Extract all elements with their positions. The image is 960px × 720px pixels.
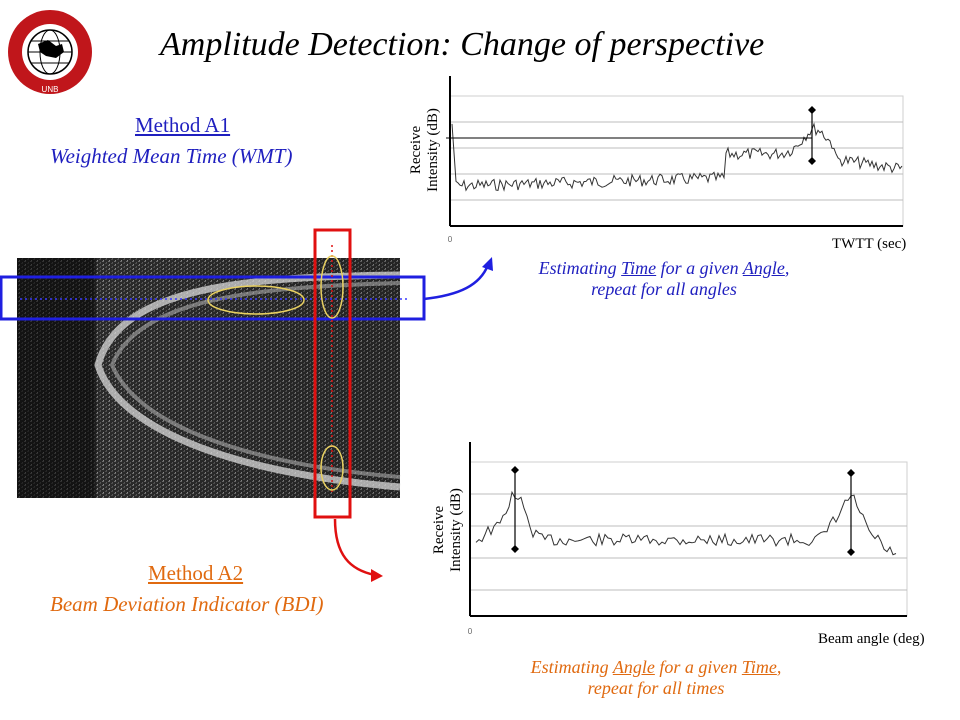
highlight-ellipse <box>320 445 344 491</box>
bottom-chart-origin: 0 <box>468 627 473 636</box>
red-arrow <box>333 518 383 582</box>
bottom-intensity-chart: 0 <box>468 442 908 636</box>
bottom-chart-gridlines <box>470 493 907 591</box>
top-chart-gridlines <box>450 121 903 201</box>
page-title: Amplitude Detection: Change of perspecti… <box>160 26 765 63</box>
top-chart-trace <box>451 122 903 192</box>
bottom-chart-trace <box>475 490 897 556</box>
unb-logo: UNB <box>8 10 92 94</box>
bottom-chart-ylabel: Receive Intensity (dB) <box>431 488 464 572</box>
top-chart-ylabel: Receive Intensity (dB) <box>408 108 441 192</box>
blue-arrow <box>423 257 493 301</box>
bottom-chart-xlabel: Beam angle (deg) <box>818 631 925 647</box>
bottom-chart-caption: Estimating Angle for a given Time, repea… <box>530 657 782 698</box>
top-chart-xlabel: TWTT (sec) <box>832 236 907 252</box>
logo-bottom-text: UNB <box>42 85 59 94</box>
time-slice-box <box>313 228 352 519</box>
method-a2-title: Method A2 <box>148 561 244 585</box>
highlight-ellipse <box>320 255 344 319</box>
method-a2-subtitle: Beam Deviation Indicator (BDI) <box>50 592 324 616</box>
method-a1-subtitle: Weighted Mean Time (WMT) <box>50 144 293 168</box>
top-chart-origin: 0 <box>448 235 453 244</box>
top-intensity-chart: 0 <box>446 76 904 244</box>
sonar-image-panel <box>0 228 426 519</box>
highlight-ellipse <box>207 285 305 315</box>
top-chart-caption: Estimating Time for a given Angle, repea… <box>538 258 790 299</box>
method-a1-title: Method A1 <box>135 113 231 137</box>
